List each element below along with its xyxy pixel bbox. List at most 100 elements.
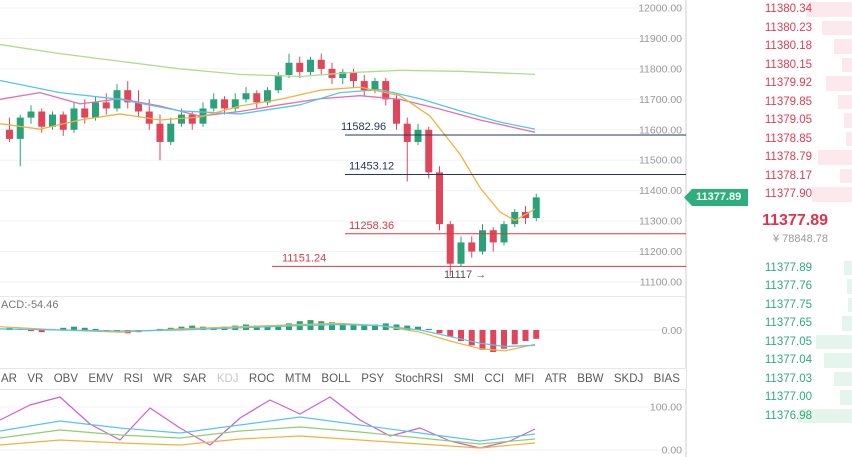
bid-price: 11377.03 [764, 372, 812, 385]
ask-price: 11379.05 [764, 114, 812, 127]
bid-row[interactable]: 11377.65 [687, 314, 852, 333]
indicator-tab-vr[interactable]: VR [27, 373, 44, 385]
indicator-tab-atr[interactable]: ATR [544, 373, 567, 385]
indicator-tab-ar[interactable]: AR [1, 373, 17, 385]
depth-bar [812, 187, 852, 202]
depth-bar [824, 353, 852, 368]
indicator-tab-smi[interactable]: SMI [453, 373, 475, 385]
level-label: 11258.36 [349, 220, 394, 232]
depth-bar [798, 408, 852, 423]
indicator-tab-mtm[interactable]: MTM [284, 373, 312, 385]
axis-tick: 11400.00 [639, 185, 682, 197]
macd-zero-label: 0.00 [662, 325, 683, 337]
macd-label: ACD:-54.46 [1, 299, 58, 311]
ask-row[interactable]: 11379.05 [687, 111, 852, 130]
axis-tick: 11700.00 [639, 94, 682, 106]
depth-bar [826, 76, 852, 91]
axis-tick: 11200.00 [639, 246, 682, 258]
indicator-tabbar: AR VR OBV EMV RSI WR SAR KDJ ROC MTM BOLL PSY StochR… [0, 368, 686, 390]
depth-bar [834, 39, 852, 54]
ask-price: 11378.85 [764, 132, 812, 145]
depth-bar [848, 297, 852, 312]
indicator-tab-psy[interactable]: PSY [361, 373, 385, 385]
ask-row[interactable]: 11380.15 [687, 56, 852, 75]
bid-price: 11376.98 [764, 409, 812, 422]
ask-price: 11380.18 [764, 40, 812, 53]
ask-row[interactable]: 11380.18 [687, 37, 852, 56]
depth-bar [844, 260, 852, 275]
oscillator-tick: 0.00 [662, 445, 683, 457]
bid-row[interactable]: 11376.98 [687, 407, 852, 426]
axis-tick: 11600.00 [639, 124, 682, 136]
bid-price: 11377.00 [764, 391, 812, 404]
bid-row[interactable]: 11377.04 [687, 351, 852, 370]
levels-layer: 11582.96 11453.12 11258.36 11151.24 [272, 121, 686, 267]
bid-row[interactable]: 11377.03 [687, 370, 852, 389]
ask-row[interactable]: 11378.17 [687, 167, 852, 186]
ask-row[interactable]: 11378.79 [687, 148, 852, 167]
low-annotation: 11117 → [444, 269, 486, 281]
depth-bar [838, 94, 852, 109]
ask-row[interactable]: 11380.34 [687, 0, 852, 19]
indicator-tab-kdj[interactable]: KDJ [216, 373, 239, 385]
ask-row[interactable]: 11379.92 [687, 74, 852, 93]
depth-bar [816, 334, 852, 349]
bid-row[interactable]: 11377.05 [687, 333, 852, 352]
ask-row[interactable]: 11378.85 [687, 130, 852, 149]
depth-bar [842, 316, 852, 331]
ask-price: 11379.92 [764, 77, 812, 90]
depth-bar [846, 131, 852, 146]
oscillator-pane: 100.00 0.00 [0, 396, 686, 457]
indicator-tab-rsi[interactable]: RSI [123, 373, 143, 385]
ask-row[interactable]: 11377.90 [687, 185, 852, 204]
depth-bar [806, 2, 852, 17]
ask-price: 11377.90 [764, 188, 812, 201]
bid-price: 11377.04 [764, 354, 812, 367]
indicator-tab-roc[interactable]: ROC [248, 373, 275, 385]
price-axis: 12000.00 11900.00 11800.00 11700.00 11600.00… [0, 3, 686, 288]
bid-list: 11377.89 11377.76 11377.75 11377.65 11377.05… [687, 259, 852, 426]
ma-cyan [0, 79, 536, 130]
oscillator-tick: 100.00 [650, 402, 682, 414]
indicator-tab-stochrsi[interactable]: StochRSI [394, 373, 444, 385]
indicator-tab-wr[interactable]: WR [153, 373, 173, 385]
axis-tick: 11300.00 [639, 216, 682, 228]
indicator-tab-mfi[interactable]: MFI [514, 373, 535, 385]
ask-row[interactable]: 11379.85 [687, 93, 852, 112]
level-label: 11151.24 [282, 252, 326, 264]
last-price-badge: 11377.89 [684, 189, 749, 206]
bid-row[interactable]: 11377.76 [687, 277, 852, 296]
axis-tick: 11800.00 [639, 63, 682, 75]
indicator-tab-boll[interactable]: BOLL [321, 373, 351, 385]
depth-bar [847, 279, 852, 294]
ask-price: 11378.79 [764, 151, 812, 164]
indicator-tab-bbw[interactable]: BBW [577, 373, 604, 385]
ask-price: 11380.15 [764, 58, 812, 71]
ask-price: 11378.17 [764, 169, 812, 182]
axis-tick: 12000.00 [638, 3, 682, 15]
last-trade-cny-value: ¥ 78848.78 [772, 232, 828, 245]
depth-bar [840, 168, 852, 183]
candles-layer [6, 53, 540, 276]
bid-row[interactable]: 11377.00 [687, 388, 852, 407]
bid-row[interactable]: 11377.75 [687, 296, 852, 315]
indicator-tab-emv[interactable]: EMV [88, 373, 114, 385]
order-book-panel: 11380.34 11380.23 11380.18 11380.15 11379.92… [686, 0, 852, 457]
last-trade-price: 11377.89 [762, 211, 828, 229]
indicator-tab-bias[interactable]: BIAS [653, 373, 680, 385]
ask-price: 11379.85 [764, 95, 812, 108]
bid-row[interactable]: 11377.89 [687, 259, 852, 278]
indicator-tab-skdj[interactable]: SKDJ [613, 373, 644, 385]
depth-bar [834, 371, 852, 386]
indicator-tab-sar[interactable]: SAR [182, 373, 207, 385]
ask-list: 11380.34 11380.23 11380.18 11380.15 11379.92… [687, 0, 852, 204]
indicator-tab-obv[interactable]: OBV [53, 373, 79, 385]
price-chart-canvas[interactable]: 12000.00 11900.00 11800.00 11700.00 11600.00… [0, 0, 686, 457]
ask-row[interactable]: 11380.23 [687, 19, 852, 38]
bid-price: 11377.75 [764, 298, 812, 311]
ma-yellow [0, 86, 536, 222]
indicator-tab-cci[interactable]: CCI [484, 373, 505, 385]
axis-tick: 11500.00 [639, 155, 682, 167]
axis-tick: 11900.00 [639, 33, 682, 45]
